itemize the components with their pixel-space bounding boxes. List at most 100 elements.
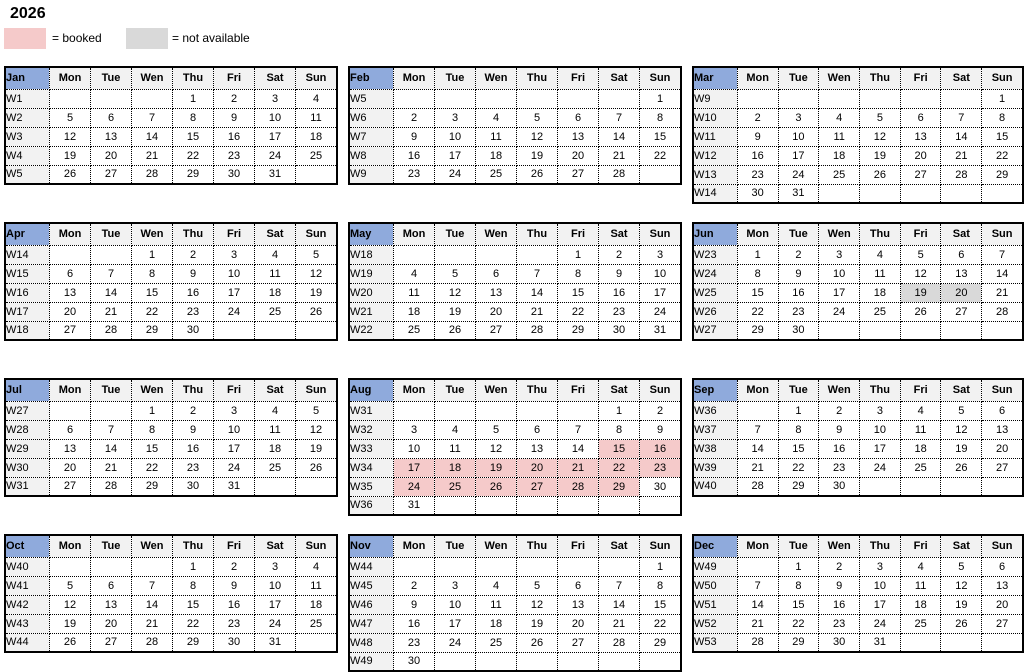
week-number: W23	[692, 244, 738, 265]
day-cell-booked: 15	[598, 438, 640, 459]
day-cell: 19	[295, 282, 338, 303]
day-cell: 20	[90, 145, 132, 166]
week-number: W10	[692, 107, 738, 128]
day-cell-booked: 19	[475, 457, 517, 478]
day-cell: 6	[981, 400, 1024, 421]
day-cell: 3	[818, 244, 861, 265]
day-cell	[254, 476, 296, 497]
legend-not-available-label: = not available	[172, 31, 250, 45]
week-row-w42: W42 12 13 14 15 16 17 18	[4, 594, 338, 615]
week-row-w9: W9 23 24 25 26 27 28	[348, 164, 682, 185]
month-table-mar: Mar Mon Tue Wen Thu Fri Sat Sun W9 1 W10 2 3 4 5 6 7 8 W11…	[692, 66, 1024, 204]
day-cell: 15	[639, 126, 682, 147]
day-cell: 9	[172, 263, 214, 284]
legend-booked-swatch	[4, 28, 46, 49]
day-cell-booked: 21	[557, 457, 599, 478]
day-cell: 5	[295, 400, 338, 421]
day-cell: 13	[899, 126, 942, 147]
day-cell	[516, 88, 558, 109]
week-number: W42	[4, 594, 50, 615]
day-cell: 17	[639, 282, 682, 303]
day-cell: 12	[899, 263, 942, 284]
day-cell: 7	[736, 419, 779, 440]
day-header-wen: Wen	[131, 534, 173, 558]
week-row-w8: W8 16 17 18 19 20 21 22	[348, 145, 682, 166]
day-cell: 9	[639, 419, 682, 440]
day-header-wen: Wen	[475, 534, 517, 558]
day-cell-booked: 20	[516, 457, 558, 478]
day-cell: 11	[475, 594, 517, 615]
week-row-w44: W44 26 27 28 29 30 31	[4, 632, 338, 653]
day-cell	[90, 88, 132, 109]
week-number: W52	[692, 613, 738, 634]
day-cell: 27	[90, 632, 132, 653]
day-cell: 13	[981, 419, 1024, 440]
day-header-fri: Fri	[557, 66, 599, 90]
day-cell: 2	[393, 107, 435, 128]
day-cell: 20	[899, 145, 942, 166]
week-number: W22	[348, 320, 394, 341]
day-cell: 18	[899, 594, 942, 615]
week-number: W34	[348, 457, 394, 478]
week-row-w15: W15 6 7 8 9 10 11 12	[4, 263, 338, 284]
day-cell	[557, 651, 599, 672]
day-cell-booked: 18	[434, 457, 476, 478]
day-cell: 29	[557, 320, 599, 341]
day-header-tue: Tue	[777, 534, 820, 558]
week-number: W31	[348, 400, 394, 421]
day-cell: 3	[434, 575, 476, 596]
day-header-mon: Mon	[393, 66, 435, 90]
day-cell: 26	[940, 613, 983, 634]
week-row-w38: W38 14 15 16 17 18 19 20	[692, 438, 1024, 459]
day-cell: 24	[254, 145, 296, 166]
week-number: W21	[348, 301, 394, 322]
day-cell: 22	[172, 145, 214, 166]
week-row-w50: W50 7 8 9 10 11 12 13	[692, 575, 1024, 596]
week-row-w41: W41 5 6 7 8 9 10 11	[4, 575, 338, 596]
day-header-mon: Mon	[736, 378, 779, 402]
day-header-tue: Tue	[434, 222, 476, 246]
week-row-w27: W27 29 30	[692, 320, 1024, 341]
day-header-fri: Fri	[557, 222, 599, 246]
day-cell: 11	[899, 575, 942, 596]
day-header-tue: Tue	[434, 378, 476, 402]
month-name-mar: Mar	[692, 66, 738, 90]
month-table-sep: Sep Mon Tue Wen Thu Fri Sat Sun W36 1 2 3 4 5 6 W37 7 8 9 1…	[692, 378, 1024, 497]
day-cell: 27	[899, 164, 942, 185]
day-cell: 3	[213, 400, 255, 421]
day-cell: 11	[475, 126, 517, 147]
day-header-wen: Wen	[475, 222, 517, 246]
day-cell: 2	[598, 244, 640, 265]
day-cell: 17	[213, 282, 255, 303]
day-cell: 16	[393, 145, 435, 166]
day-header-thu: Thu	[516, 66, 558, 90]
month-name-nov: Nov	[348, 534, 394, 558]
day-cell	[393, 556, 435, 577]
month-name-jun: Jun	[692, 222, 738, 246]
month-name-apr: Apr	[4, 222, 50, 246]
day-cell: 9	[393, 126, 435, 147]
day-cell: 21	[516, 301, 558, 322]
day-header-mon: Mon	[49, 66, 91, 90]
day-header-fri: Fri	[213, 534, 255, 558]
day-header-thu: Thu	[516, 534, 558, 558]
day-cell: 11	[434, 438, 476, 459]
day-cell: 23	[172, 457, 214, 478]
week-row-w5: W5 26 27 28 29 30 31	[4, 164, 338, 185]
day-cell: 23	[213, 613, 255, 634]
day-cell	[393, 244, 435, 265]
day-cell: 16	[393, 613, 435, 634]
week-row-w48: W48 23 24 25 26 27 28 29	[348, 632, 682, 653]
day-cell-booked: 24	[393, 476, 435, 497]
day-cell: 5	[434, 263, 476, 284]
page-title: 2026	[10, 5, 46, 22]
week-row-w26: W26 22 23 24 25 26 27 28	[692, 301, 1024, 322]
day-cell: 31	[639, 320, 682, 341]
day-cell: 10	[254, 575, 296, 596]
day-header-fri: Fri	[899, 534, 942, 558]
day-cell: 18	[393, 301, 435, 322]
day-cell: 15	[639, 594, 682, 615]
day-cell: 22	[131, 457, 173, 478]
day-cell: 20	[90, 613, 132, 634]
day-cell: 8	[131, 419, 173, 440]
